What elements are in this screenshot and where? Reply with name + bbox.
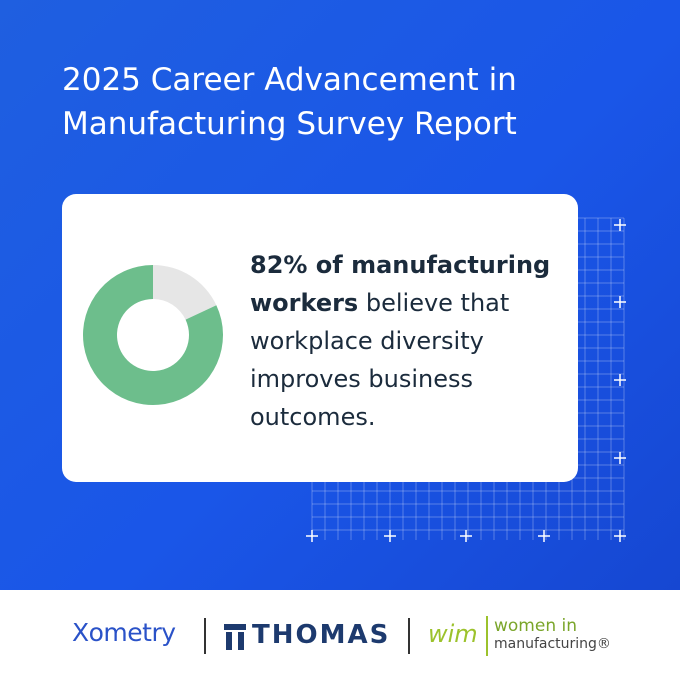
title: 2025 Career Advancement in Manufacturing… [62,62,517,142]
statement-bold: 82% of manufacturing workers [250,251,551,317]
footer: Xometry THOMAS wim women in manufacturin… [0,590,680,680]
grid-cross [538,530,550,542]
wim-separator [486,616,488,656]
grid-cross [460,530,472,542]
thomas-logo: THOMAS [252,620,391,650]
grid-cross [614,374,626,386]
grid-cross [384,530,396,542]
stat-card [62,194,578,482]
donut-segment [83,265,224,405]
grid-cross [306,530,318,542]
wim-line1: women in [494,616,577,636]
separator [408,618,410,654]
thomas-icon [224,624,246,650]
donut-chart [83,265,224,405]
grid-cross [614,452,626,464]
separator [204,618,206,654]
statement: 82% of manufacturing workers believe tha… [250,246,560,436]
grid-cross [614,296,626,308]
wim-logo: wim [428,620,478,648]
grid-cross [614,219,626,231]
wim-line2: manufacturing® [494,636,611,652]
grid-cross [614,530,626,542]
donut-track [153,265,217,320]
statement-rest: believe that workplace diversity improve… [250,289,510,431]
xometry-logo: Xometry [72,618,176,647]
